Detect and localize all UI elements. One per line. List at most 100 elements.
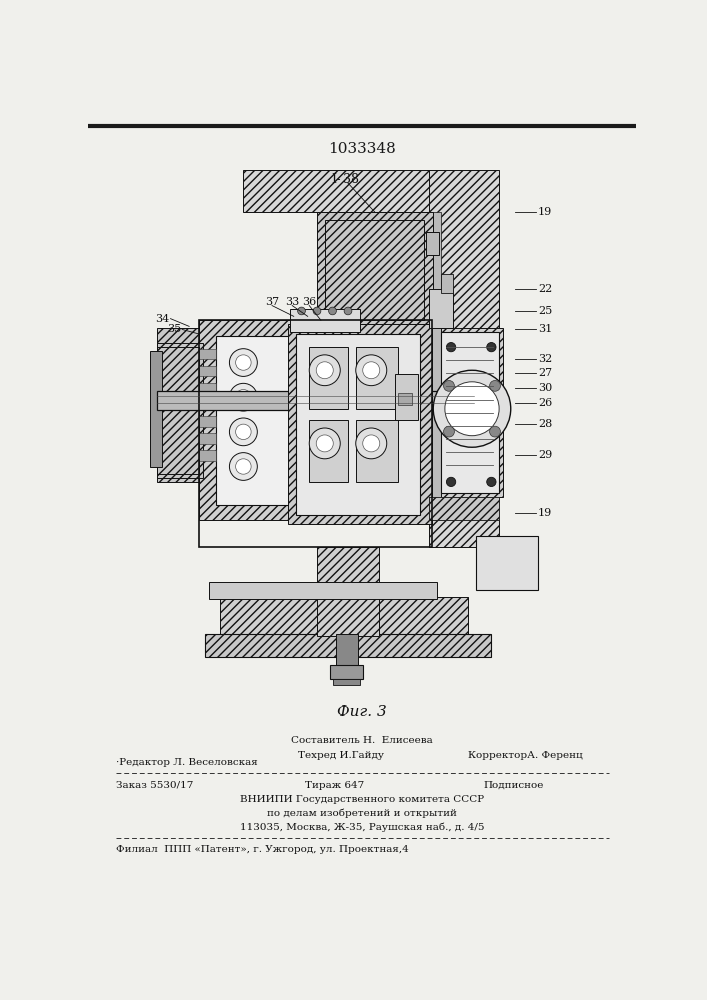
Circle shape xyxy=(446,477,456,487)
Bar xyxy=(156,347,199,474)
Circle shape xyxy=(489,426,501,437)
Circle shape xyxy=(356,355,387,386)
Bar xyxy=(356,347,398,409)
Circle shape xyxy=(446,343,456,352)
Bar xyxy=(429,497,499,520)
Circle shape xyxy=(445,382,499,436)
Bar xyxy=(288,324,432,524)
Bar xyxy=(156,328,199,482)
Bar xyxy=(317,212,433,324)
Bar xyxy=(429,212,441,505)
Text: 30: 30 xyxy=(538,383,552,393)
Bar xyxy=(333,679,360,685)
Bar xyxy=(199,416,216,427)
Circle shape xyxy=(230,349,257,376)
Text: ·Редактор Л. Веселовская: ·Редактор Л. Веселовская xyxy=(115,758,257,767)
Bar xyxy=(325,220,424,320)
Circle shape xyxy=(235,355,251,370)
Bar xyxy=(290,309,360,332)
Bar xyxy=(199,433,216,444)
Circle shape xyxy=(316,362,333,379)
Circle shape xyxy=(298,307,305,315)
Circle shape xyxy=(230,453,257,480)
Text: Техред И.Гайду: Техред И.Гайду xyxy=(298,751,384,760)
Circle shape xyxy=(235,459,251,474)
Text: 35: 35 xyxy=(167,324,182,334)
Circle shape xyxy=(433,370,510,447)
Circle shape xyxy=(486,343,496,352)
Text: 31: 31 xyxy=(538,324,552,334)
Circle shape xyxy=(230,418,257,446)
Text: 19: 19 xyxy=(538,207,552,217)
Circle shape xyxy=(309,355,340,386)
Circle shape xyxy=(316,435,333,452)
Bar xyxy=(216,336,305,505)
Bar xyxy=(395,374,418,420)
Circle shape xyxy=(235,424,251,440)
Text: 28: 28 xyxy=(538,419,552,429)
Bar xyxy=(199,400,216,410)
Bar xyxy=(337,634,358,665)
Circle shape xyxy=(356,428,387,459)
Circle shape xyxy=(363,362,380,379)
Bar xyxy=(441,332,499,493)
Bar xyxy=(156,343,203,478)
Bar xyxy=(356,420,398,482)
Bar xyxy=(199,349,216,359)
Bar xyxy=(151,351,162,466)
Text: 37: 37 xyxy=(265,297,279,307)
Bar xyxy=(476,536,538,590)
Text: ВНИИПИ Государственного комитета СССР: ВНИИПИ Государственного комитета СССР xyxy=(240,795,484,804)
Text: Подписное: Подписное xyxy=(484,781,544,790)
Circle shape xyxy=(309,428,340,459)
Circle shape xyxy=(235,389,251,405)
Bar xyxy=(317,547,379,636)
Text: 32: 32 xyxy=(538,354,552,364)
Bar xyxy=(209,582,437,599)
Text: Фиг. 3: Фиг. 3 xyxy=(337,705,387,719)
Text: КорректорА. Ференц: КорректорА. Ференц xyxy=(468,751,583,760)
Circle shape xyxy=(329,307,337,315)
Bar xyxy=(199,450,216,461)
Bar xyxy=(199,366,216,376)
Circle shape xyxy=(443,426,455,437)
Circle shape xyxy=(313,307,321,315)
Bar xyxy=(199,383,216,393)
Text: 19: 19 xyxy=(538,508,552,518)
Bar xyxy=(199,320,432,547)
Bar xyxy=(243,170,452,212)
Bar xyxy=(426,232,440,255)
Text: 34: 34 xyxy=(156,314,170,324)
Bar xyxy=(309,420,348,482)
Text: Тираж 647: Тираж 647 xyxy=(305,781,365,790)
Bar xyxy=(204,634,491,657)
Bar xyxy=(398,393,412,405)
Text: 26: 26 xyxy=(538,398,552,408)
Text: Составитель Н.  Елисеева: Составитель Н. Елисеева xyxy=(291,736,433,745)
Bar xyxy=(199,320,323,520)
Text: 29: 29 xyxy=(538,450,552,460)
Circle shape xyxy=(489,380,501,391)
Text: 38: 38 xyxy=(344,173,359,186)
Text: Заказ 5530/17: Заказ 5530/17 xyxy=(115,781,193,790)
Bar xyxy=(296,334,420,515)
Text: по делам изобретений и открытий: по делам изобретений и открытий xyxy=(267,808,457,818)
Text: 113035, Москва, Ж-35, Раушская наб., д. 4/5: 113035, Москва, Ж-35, Раушская наб., д. … xyxy=(240,822,484,832)
Bar xyxy=(156,391,474,410)
Text: 27: 27 xyxy=(538,368,552,378)
Bar xyxy=(429,170,499,547)
Bar xyxy=(441,328,503,497)
Bar xyxy=(429,497,499,520)
Bar xyxy=(309,347,348,409)
Bar xyxy=(330,665,363,679)
Circle shape xyxy=(344,307,352,315)
Bar xyxy=(441,274,452,293)
Circle shape xyxy=(363,435,380,452)
Bar xyxy=(220,597,468,636)
Text: 36: 36 xyxy=(302,297,316,307)
Circle shape xyxy=(486,477,496,487)
Circle shape xyxy=(443,380,455,391)
Text: 1033348: 1033348 xyxy=(328,142,396,156)
Circle shape xyxy=(230,383,257,411)
Text: 22: 22 xyxy=(538,284,552,294)
